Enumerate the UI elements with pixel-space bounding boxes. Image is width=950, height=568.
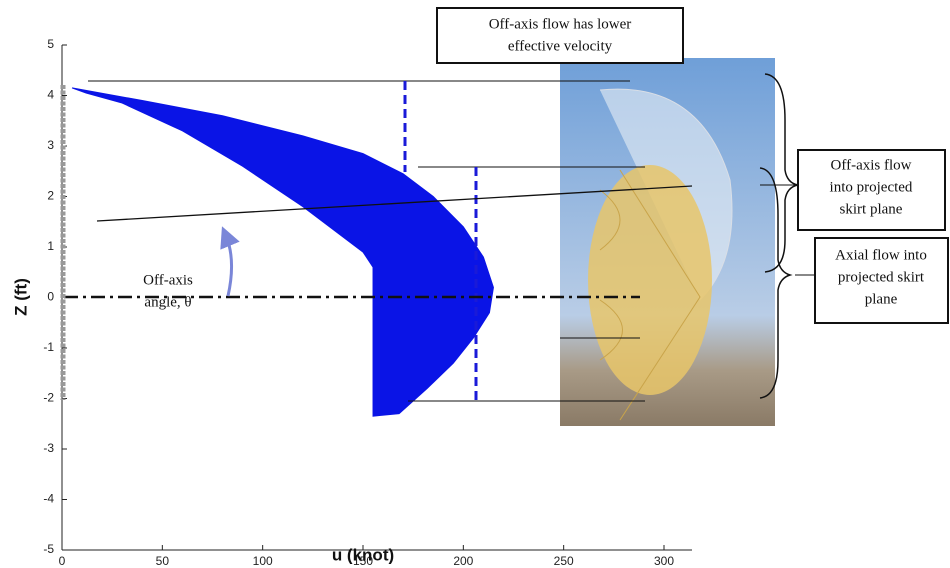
- y-tick-label: 3: [47, 138, 54, 152]
- annotation-text: Off-axis flow has lower: [489, 16, 632, 32]
- y-tick-label: 1: [47, 239, 54, 253]
- annotation-text: projected skirt: [838, 269, 925, 285]
- y-tick-label: 4: [47, 88, 54, 102]
- x-tick-label: 100: [253, 554, 273, 568]
- annotation-text: skirt plane: [840, 201, 903, 217]
- canopy: [588, 165, 712, 395]
- y-tick-label: -1: [43, 340, 54, 354]
- y-tick-label: -4: [43, 492, 54, 506]
- y-tick-label: -5: [43, 542, 54, 556]
- angle-arrow: [226, 236, 232, 296]
- annotation-text: plane: [865, 291, 898, 307]
- photo: [560, 58, 775, 426]
- x-tick-label: 200: [453, 554, 473, 568]
- annotation-text: Off-axis: [143, 272, 193, 288]
- y-tick-label: 2: [47, 189, 54, 203]
- velocity-profile: [72, 88, 493, 416]
- annotation-text: Axial flow into: [835, 247, 927, 263]
- annotation-text: Off-axis flow: [831, 157, 912, 173]
- x-tick-label: 0: [59, 554, 66, 568]
- y-tick-label: 0: [47, 290, 54, 304]
- y-tick-label: 5: [47, 37, 54, 51]
- x-tick-label: 250: [554, 554, 574, 568]
- x-axis-label: u (knot): [332, 545, 394, 564]
- y-axis-label: Z (ft): [11, 278, 30, 316]
- x-tick-label: 50: [156, 554, 170, 568]
- y-tick-label: -2: [43, 391, 54, 405]
- x-tick-label: 300: [654, 554, 674, 568]
- y-tick-label: -3: [43, 441, 54, 455]
- annotation-text: angle, θ: [144, 294, 191, 310]
- chart: -5-4-3-2-1012345050100150200250300u (kno…: [0, 0, 950, 568]
- annotation-text: into projected: [830, 179, 913, 195]
- annotation-text: effective velocity: [508, 38, 613, 54]
